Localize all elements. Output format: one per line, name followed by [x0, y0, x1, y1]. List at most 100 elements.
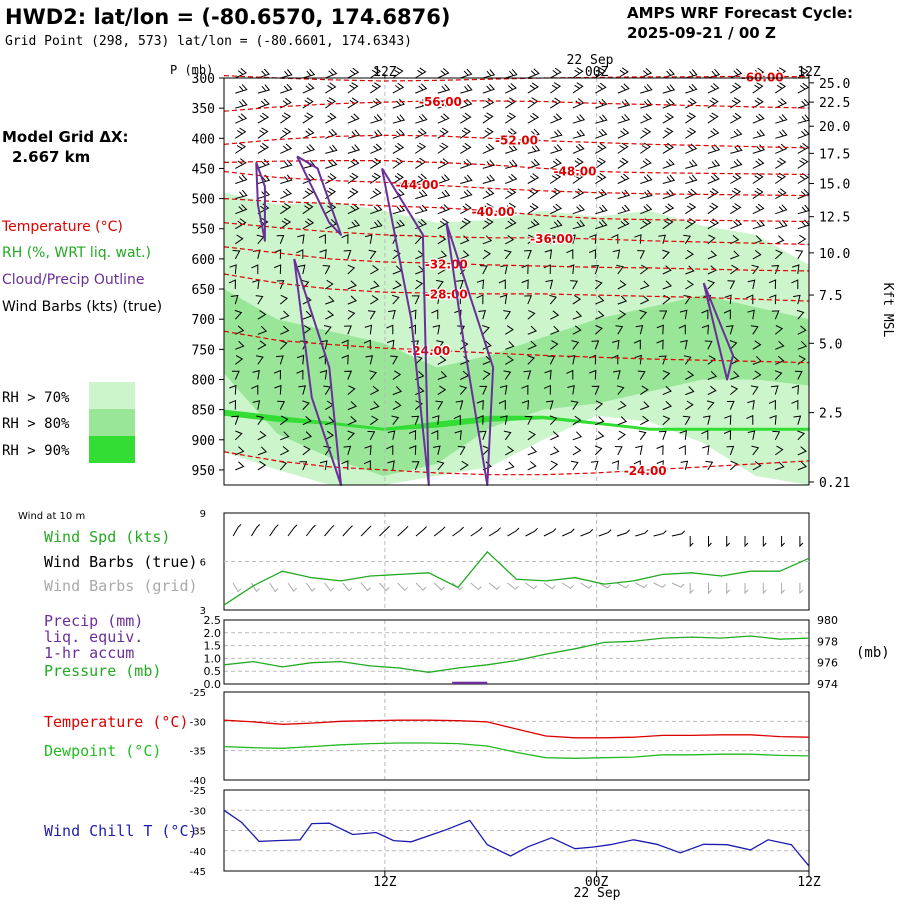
wind-barb-grid: [507, 582, 519, 590]
wind-barb: [323, 445, 332, 456]
legend-temperature: Temperature (°C): [1, 219, 123, 235]
wind-barb: [550, 97, 562, 109]
wind-barb: [747, 430, 756, 440]
wind-barb: [662, 249, 670, 260]
wind-barb: [747, 309, 755, 320]
wind-barb: [323, 325, 332, 335]
wind-barb: [505, 340, 515, 350]
wind-barb: [505, 128, 517, 139]
wind-barb: [347, 264, 356, 275]
wind-barb: [589, 369, 597, 380]
wind-barb: [656, 445, 664, 455]
wind-barb: [662, 112, 675, 124]
wind-barb: [707, 173, 720, 184]
wind-barb: [343, 445, 352, 456]
wind-barb: [730, 187, 742, 200]
wind-barb: [572, 67, 584, 79]
wind-barb: [775, 204, 788, 215]
cross-section-panel: -60.00 -56.00 -52.00 -48.00 -44.00 -40.00 -36.…: [192, 65, 851, 491]
wind-barb: [617, 128, 630, 139]
wind-barb: [707, 385, 717, 396]
wind-barb: [415, 189, 428, 200]
wind-barb: [791, 399, 799, 410]
wind-barb: [617, 142, 629, 154]
wind-barb-true: [397, 525, 409, 537]
wind-barb: [768, 279, 777, 290]
precip-tick-label: 2.5: [204, 614, 222, 627]
wind-chill-panel: -45 -40 -35 -30 -25: [190, 786, 810, 878]
wind-barb: [527, 461, 537, 471]
wind-barb: [279, 294, 289, 305]
isotherm-label: -52.00: [495, 134, 538, 148]
wind-barb-true: [543, 528, 557, 537]
wind-barb: [320, 339, 328, 350]
wind-barb: [550, 310, 560, 320]
wind-barb: [527, 144, 541, 154]
wind-barb: [572, 204, 585, 215]
wind-barb: [591, 340, 600, 350]
wind-barb-grid: [305, 582, 316, 592]
wind-barb-grid: [635, 582, 648, 589]
wind-barb: [297, 234, 305, 244]
wind-barb-true: [342, 525, 353, 537]
wind-barb: [640, 401, 650, 411]
wind-barb-true: [580, 528, 594, 537]
wind-barb: [678, 324, 686, 335]
wind-barb: [775, 157, 787, 169]
height-tick-label: 2.5: [819, 407, 842, 422]
wind-barb: [499, 385, 508, 395]
wind-barb: [662, 217, 674, 230]
wind-barb-true: [232, 523, 242, 537]
wind-barb: [457, 445, 466, 456]
wind-barb: [611, 234, 619, 244]
legend-temp-sfc: Temperature (°C): [44, 713, 189, 731]
wind-barb-true: [488, 527, 501, 537]
wind-barb-grid: [470, 582, 482, 591]
wind-barb: [527, 187, 539, 200]
isotherm-label: -36.00: [530, 232, 573, 246]
wind-barb: [325, 187, 337, 200]
wind-barb: [482, 249, 492, 260]
wind-barb-grid: [561, 582, 574, 590]
wind-barb-grid: [232, 582, 242, 593]
wind-barb: [432, 294, 440, 305]
wind-barb: [730, 173, 742, 184]
wind-barb: [640, 158, 652, 169]
wind-barb: [591, 385, 600, 395]
wind-barb: [415, 204, 428, 215]
wind-barb: [302, 445, 311, 456]
wind-barb: [500, 415, 508, 425]
wind-barb: [707, 250, 718, 260]
wind-barb: [543, 384, 551, 395]
wind-barb: [370, 401, 380, 411]
wind-barb: [505, 446, 515, 456]
wind-barb: [640, 113, 653, 124]
wind-barb: [437, 250, 448, 260]
wind-barb: [549, 294, 557, 305]
cloud-outline: [702, 282, 734, 381]
wind-barb: [411, 415, 420, 425]
wind-barb: [433, 445, 441, 456]
wind-barb: [370, 143, 383, 154]
wind-barb: [280, 310, 290, 320]
isotherm-line: [223, 134, 810, 149]
wind-barb: [235, 99, 248, 109]
wind-barb: [797, 340, 808, 350]
wind-barb: [771, 310, 780, 320]
station-title: HWD2: lat/lon = (-80.6570, 174.6876): [5, 5, 450, 29]
wind-barb: [746, 294, 754, 305]
wind-barb: [280, 431, 290, 441]
wind-barb: [662, 189, 675, 200]
wind-barb: [499, 294, 508, 305]
legend-cloud: Cloud/Precip Outline: [2, 272, 145, 288]
wind-barb: [277, 400, 285, 410]
wind-barb: [387, 460, 395, 470]
wind-barb: [769, 294, 777, 305]
wind-barb: [685, 83, 698, 94]
wind-barb: [659, 310, 668, 320]
legend-wind-speed: Wind Spd (kts): [44, 528, 170, 546]
wind-barb: [302, 97, 314, 109]
wind-barb: [363, 339, 371, 350]
isotherm-line: [223, 222, 810, 245]
